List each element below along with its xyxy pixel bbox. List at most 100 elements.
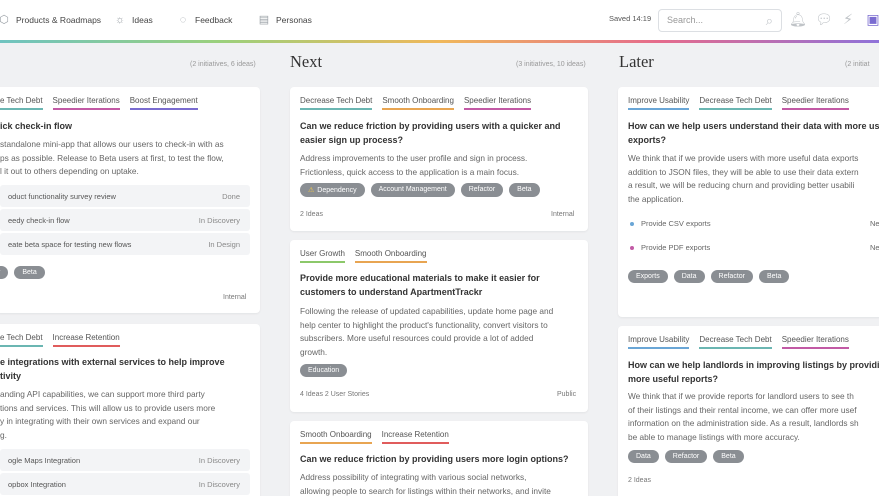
visibility-label: Public — [557, 391, 577, 398]
tag-list: Decrease Tech Debt Smooth Onboarding Spe… — [300, 96, 532, 110]
idea-row[interactable]: opbox Integration In Discovery — [0, 473, 250, 495]
desc-line: the application. — [628, 193, 684, 204]
idea-count[interactable]: 4 Ideas 2 User Stories — [300, 391, 370, 398]
initiative-card[interactable]: Decrease Tech Debt Smooth Onboarding Spe… — [290, 87, 588, 231]
nav-personas[interactable]: ▤ Personas — [258, 0, 312, 40]
desc-line: information on the administration side. … — [628, 418, 859, 428]
tag[interactable]: Speedier Iterations — [781, 96, 849, 110]
tag[interactable]: e Tech Debt — [0, 96, 43, 110]
nav-feedback[interactable]: ◌ Feedback — [177, 0, 233, 40]
initiative-card[interactable]: Improve Usability Decrease Tech Debt Spe… — [618, 87, 879, 317]
label-list: Education — [300, 364, 348, 377]
tag-list: e Tech Debt Increase Retention — [0, 333, 120, 347]
initiative-card[interactable]: e Tech Debt Speedier Iterations Boost En… — [0, 87, 260, 313]
search-icon: ⌕ — [765, 13, 773, 28]
tag[interactable]: Smooth Onboarding — [300, 430, 372, 444]
visibility-label: Internal — [223, 294, 247, 301]
idea-row[interactable]: eedy check-in flow In Discovery — [0, 209, 250, 231]
now-column-count: (2 initiatives, 6 ideas) — [190, 61, 256, 68]
label-pill[interactable]: Refactor — [664, 450, 708, 463]
chat-icon[interactable]: 💬︎ — [815, 11, 833, 27]
card-description: We think that if we provide reports for … — [628, 390, 859, 444]
tag[interactable]: Speedier Iterations — [52, 96, 120, 110]
title-line: tivity — [0, 370, 22, 381]
tag[interactable]: Speedier Iterations — [781, 335, 849, 349]
label-pill[interactable]: Beta — [14, 266, 45, 279]
idea-row[interactable]: Provide CSV exports New — [630, 219, 879, 228]
desc-line: of their listings and their rental incom… — [628, 404, 857, 415]
nav-products-roadmaps[interactable]: ⬡ Products & Roadmaps — [0, 0, 101, 40]
tag[interactable]: Speedier Iterations — [463, 96, 532, 110]
desc-line: y in integrating with their own services… — [0, 416, 200, 426]
label-pill[interactable]: ⚠ Dependency — [300, 183, 365, 197]
label-pill[interactable]: Refactor — [710, 270, 753, 283]
desc-line: subscribers. More useful resources could… — [300, 333, 534, 343]
idea-count[interactable]: 2 Ideas — [300, 211, 323, 218]
initiative-card[interactable]: e Tech Debt Increase Retention e integra… — [0, 324, 260, 496]
label-pill[interactable]: Beta — [713, 450, 744, 463]
idea-name: ogle Maps Integration — [8, 455, 81, 465]
later-column-count: (2 initiat — [845, 61, 870, 68]
label-pill[interactable]: Beta — [759, 270, 790, 283]
idea-name: Provide CSV exports — [630, 219, 711, 228]
card-title[interactable]: Can we reduce friction by providing user… — [300, 120, 561, 147]
label-list: ⚠ Dependency Account Management Refactor … — [300, 183, 540, 197]
search-input[interactable]: Search... ⌕ — [658, 9, 782, 32]
tag-list: Improve Usability Decrease Tech Debt Spe… — [628, 96, 849, 110]
card-title[interactable]: Provide more educational materials to ma… — [300, 272, 540, 299]
desc-line: Address improvements to the user profile… — [300, 153, 528, 163]
card-description: Following the release of updated capabil… — [300, 305, 553, 359]
tag[interactable]: Decrease Tech Debt — [699, 96, 772, 110]
initiative-card[interactable]: Smooth Onboarding Increase Retention Can… — [290, 421, 588, 496]
title-line: e integrations with external services to… — [0, 357, 225, 367]
tag[interactable]: Increase Retention — [52, 333, 120, 347]
nav-ideas[interactable]: ☼ Ideas — [114, 0, 153, 40]
title-line: Provide more educational materials to ma… — [300, 273, 540, 283]
label-pill[interactable]: Account Management — [370, 183, 455, 197]
visibility-label: Internal — [551, 211, 575, 218]
idea-count[interactable]: 2 Ideas — [628, 477, 651, 484]
card-title[interactable]: e integrations with external services to… — [0, 356, 225, 383]
label-pill[interactable]: Data — [673, 270, 705, 283]
tag[interactable]: Decrease Tech Debt — [300, 96, 373, 110]
card-title[interactable]: Can we reduce friction by providing user… — [300, 454, 569, 464]
label-pill[interactable]: Data — [628, 450, 659, 463]
label-pill[interactable]: Education — [300, 364, 348, 377]
title-line: easier sign up process? — [300, 134, 404, 145]
bell-icon[interactable]: 🔔︎ — [789, 11, 807, 27]
activity-icon[interactable]: ⚡︎ — [843, 11, 853, 27]
avatar[interactable]: ▣ — [866, 11, 879, 27]
tag[interactable]: Decrease Tech Debt — [699, 335, 772, 349]
title-line: How can we help landlords in improving l… — [628, 360, 879, 370]
card-description: We think that if we provide users with m… — [628, 152, 859, 206]
tag[interactable]: e Tech Debt — [0, 333, 43, 347]
idea-status: In Discovery — [198, 215, 240, 225]
chat-bubble-icon: ◌ — [179, 14, 187, 26]
card-description: Address improvements to the user profile… — [300, 152, 527, 179]
idea-row[interactable]: ogle Maps Integration In Discovery — [0, 449, 250, 471]
initiative-card[interactable]: Improve Usability Decrease Tech Debt Spe… — [618, 326, 879, 496]
label-pill[interactable]: Beta — [509, 183, 540, 197]
card-title[interactable]: How can we help landlords in improving l… — [628, 359, 879, 386]
desc-line: We think that if we provide reports for … — [628, 391, 854, 401]
tag[interactable]: Improve Usability — [628, 335, 690, 349]
idea-row[interactable]: oduct functionality survey review Done — [0, 185, 250, 207]
label-pill[interactable]: r — [0, 266, 9, 279]
tag[interactable]: Increase Retention — [381, 430, 449, 444]
tag[interactable]: Smooth Onboarding — [354, 249, 427, 263]
idea-row[interactable]: eate beta space for testing new flows In… — [0, 233, 250, 255]
desc-line: Frictionless, quick access to the applic… — [300, 166, 520, 177]
label-pill[interactable]: Exports — [628, 270, 668, 283]
idea-row[interactable]: Provide PDF exports New — [630, 243, 879, 252]
idea-name: eate beta space for testing new flows — [8, 239, 132, 249]
tag[interactable]: User Growth — [300, 249, 345, 263]
label-pill[interactable]: Refactor — [460, 183, 504, 197]
card-title[interactable]: ick check-in flow — [0, 121, 73, 131]
tag[interactable]: Boost Engagement — [129, 96, 198, 110]
tag[interactable]: Smooth Onboarding — [382, 96, 454, 110]
title-line: exports? — [628, 134, 667, 145]
tag[interactable]: Improve Usability — [628, 96, 690, 110]
initiative-card[interactable]: User Growth Smooth Onboarding Provide mo… — [290, 240, 588, 412]
card-title[interactable]: How can we help users understand their d… — [628, 120, 879, 147]
label-list: r Beta — [0, 266, 45, 279]
